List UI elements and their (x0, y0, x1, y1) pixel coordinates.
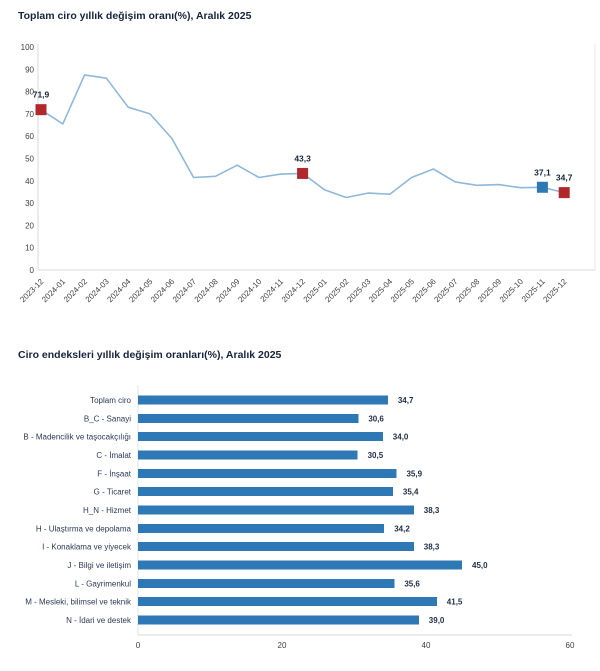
y-tick-label: 20 (25, 221, 34, 230)
y-tick-label: 50 (25, 155, 34, 164)
bar-category-label: F - İnşaat (97, 469, 132, 478)
bar-value-label: 34,0 (393, 433, 409, 442)
bar-value-label: 30,6 (368, 414, 384, 423)
y-tick-label: 30 (25, 199, 34, 208)
data-marker (297, 167, 309, 179)
bar-value-label: 30,5 (368, 451, 384, 460)
bar-value-label: 38,3 (424, 543, 440, 552)
marker-value-label: 43,3 (294, 153, 311, 163)
bar (138, 615, 419, 625)
bar-value-label: 39,0 (429, 616, 445, 625)
bar-value-label: 45,0 (472, 561, 488, 570)
bar-category-label: Toplam ciro (90, 396, 131, 405)
bar (138, 432, 383, 442)
data-marker (558, 187, 570, 199)
bar (138, 597, 437, 607)
bar-x-tick-label: 20 (278, 641, 287, 650)
bar-category-label: I - Konaklama ve yiyecek (42, 543, 132, 552)
y-tick-label: 0 (30, 266, 35, 275)
y-tick-label: 90 (25, 65, 34, 74)
bar (138, 413, 359, 423)
data-marker (536, 181, 548, 193)
bar (138, 468, 397, 478)
bar-category-label: N - İdari ve destek (66, 616, 132, 625)
bar (138, 450, 358, 460)
bar-chart-title: Ciro endeksleri yıllık değişim oranları(… (18, 349, 282, 361)
bar-x-tick-label: 40 (422, 641, 431, 650)
bar-category-label: B - Madencilik ve taşocakçılığı (23, 433, 131, 442)
bar-x-tick-label: 0 (136, 641, 141, 650)
marker-value-label: 34,7 (556, 173, 573, 183)
bar-x-tick-label: 60 (566, 641, 575, 650)
data-marker (35, 104, 47, 116)
y-tick-label: 60 (25, 132, 34, 141)
bar (138, 505, 414, 515)
bar-value-label: 35,4 (403, 488, 419, 497)
bar-category-label: L - Gayrimenkul (75, 579, 131, 588)
bar-value-label: 35,6 (404, 579, 420, 588)
bar (138, 542, 414, 552)
bar-value-label: 34,2 (394, 524, 410, 533)
line-series (40, 74, 565, 199)
marker-value-label: 71,9 (33, 90, 50, 100)
bar-category-label: H_N - Hizmet (83, 506, 132, 515)
y-tick-label: 80 (25, 88, 34, 97)
bar-category-label: M - Mesleki, bilimsel ve teknik (25, 598, 132, 607)
y-tick-label: 40 (25, 177, 34, 186)
line-chart: 01020304050607080901002023-122024-012024… (18, 43, 596, 305)
bar (138, 578, 395, 588)
y-tick-label: 70 (25, 110, 34, 119)
bar (138, 560, 462, 570)
bar-value-label: 38,3 (424, 506, 440, 515)
bar-category-label: H - Ulaştırma ve depolama (36, 524, 132, 533)
marker-value-label: 37,1 (534, 167, 551, 177)
bar-chart: 0 20 40 60 Toplam ciro 34,7 B_C - Sanayi 30,6 B … (23, 385, 575, 650)
bar (138, 487, 393, 497)
y-tick-label: 100 (21, 43, 35, 52)
bar-category-label: C - İmalat (96, 451, 131, 460)
bar-category-label: G - Ticaret (94, 488, 132, 497)
bar (138, 395, 388, 405)
bar-value-label: 35,9 (406, 469, 422, 478)
bar (138, 523, 385, 533)
line-chart-title: Toplam ciro yıllık değişim oranı(%), Ara… (18, 10, 252, 22)
x-tick-label: 2024-10 (236, 277, 264, 305)
bar-category-label: J - Bilgi ve iletişim (67, 561, 131, 570)
bar-category-label: B_C - Sanayi (84, 414, 131, 423)
x-tick-label: 2025-12 (541, 277, 569, 305)
bar-value-label: 34,7 (398, 396, 414, 405)
y-tick-label: 10 (25, 244, 34, 253)
x-tick-label: 2025-10 (498, 277, 526, 305)
bar-value-label: 41,5 (447, 598, 463, 607)
